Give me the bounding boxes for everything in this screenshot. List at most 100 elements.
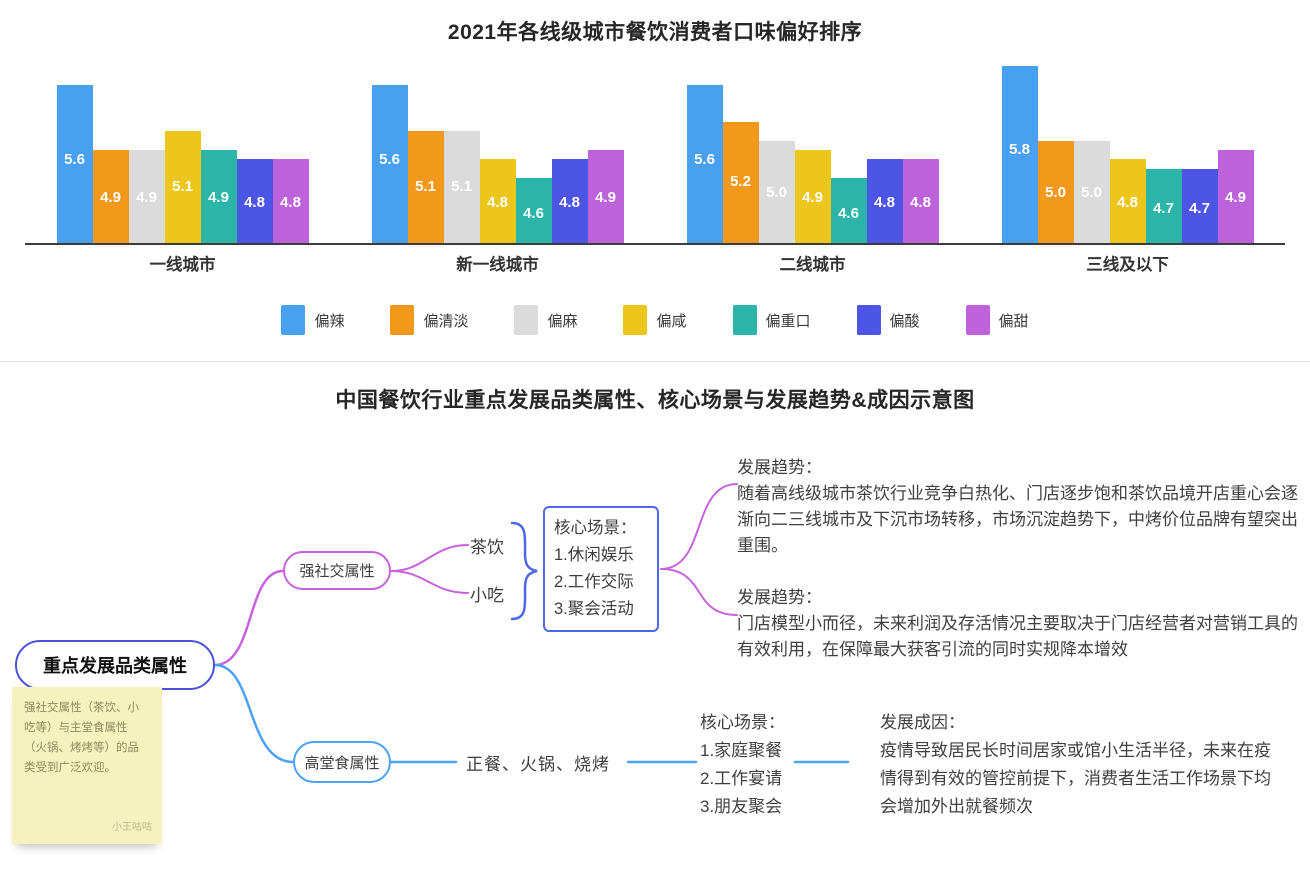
category-label-新一线城市: 新一线城市 [456,256,539,274]
bar-偏重口: 4.9 [200,150,237,243]
bar-偏辣: 5.6 [686,84,723,243]
bar-偏麻: 5.0 [758,140,795,243]
bar-value-label: 5.8 [1009,140,1030,158]
core-scenes-box-title: 核心场景： [554,519,637,537]
trend-block-1-body: 随着高线级城市茶饮行业竞争白热化、门店逐步饱和茶饮品境开店重心会逐渐向二三线城市… [737,484,1298,555]
leaf-tea-drinks: 茶饮 [470,538,504,557]
chart-title: 2021年各线级城市餐饮消费者口味偏好排序 [447,21,863,44]
dining-core-scenes-title: 核心场景： [700,713,785,732]
chart-plot-area: 5.6 4.9 4.9 5.1 4.9 4.8 4.8 5.6 5.1 5.1 4.8 4.6 4.8 4… [25,62,1285,245]
legend-item-偏辣: 偏辣 [281,305,344,335]
legend-label: 偏辣 [314,312,345,330]
bar-value-label: 4.6 [838,205,859,223]
legend-item-偏重口: 偏重口 [732,305,811,335]
chart-category-labels: 一线城市 新一线城市 二线城市 三线及以下 [25,251,1285,275]
bar-偏辣: 5.6 [371,84,408,243]
bar-value-label: 4.9 [208,189,229,207]
trend-block-2-heading: 发展趋势： [737,588,822,607]
bar-value-label: 4.9 [100,189,121,207]
bar-value-label: 5.6 [379,151,400,169]
bar-value-label: 5.1 [415,178,436,196]
bar-group-一线城市: 5.6 4.9 4.9 5.1 4.9 4.8 4.8 [56,84,309,243]
legend-item-偏酸: 偏酸 [856,305,920,335]
bar-偏酸: 4.8 [551,159,588,243]
bar-value-label: 4.8 [280,194,301,212]
bar-value-label: 4.6 [523,205,544,223]
legend-label: 偏重口 [765,312,811,330]
bar-偏麻: 5.1 [443,131,480,243]
bar-value-label: 5.0 [1081,183,1102,201]
legend-swatch [514,305,539,335]
category-label-二线城市: 二线城市 [779,256,846,274]
core-scenes-box: 核心场景： 1.休闲娱乐 2.工作交际 3.聚会活动 [543,506,659,632]
bar-偏重口: 4.6 [515,177,552,243]
section-divider [0,361,1310,362]
root-node: 重点发展品类属性 [15,640,215,690]
bar-偏酸: 4.8 [236,159,273,243]
bar-偏辣: 5.6 [56,84,93,243]
bar-偏咸: 4.9 [794,150,831,243]
node-dining-attribute: 高堂食属性 [293,741,391,783]
bar-偏酸: 4.7 [1181,168,1218,243]
taste-preference-chart: 2021年各线级城市餐饮消费者口味偏好排序 5.6 4.9 4.9 5.1 4.9 4.8… [0,16,1310,335]
bar-value-label: 4.8 [487,194,508,212]
cause-block-heading: 发展成因： [880,713,965,732]
bar-value-label: 4.8 [244,194,265,212]
legend-swatch [390,305,415,335]
bar-value-label: 4.8 [910,194,931,212]
trend-block-1-heading: 发展趋势： [737,458,822,477]
legend-item-偏清淡: 偏清淡 [390,305,468,335]
node-social-attribute: 强社交属性 [283,551,391,590]
trend-block-1: 发展趋势： 随着高线级城市茶饮行业竞争白热化、门店逐步饱和茶饮品境开店重心会逐渐… [737,455,1310,559]
bar-偏咸: 4.8 [479,159,516,243]
legend-label: 偏咸 [656,312,687,330]
scene-item: 2.工作宴请 [700,769,783,788]
legend-label: 偏酸 [889,312,920,330]
sticky-note: 强社交属性（茶饮、小吃等）与主堂食属性（火锅、烤烤等）的品类受到广泛欢迎。 小王… [12,687,162,844]
mindmap-diagram: 中国餐饮行业重点发展品类属性、核心场景与发展趋势&成因示意图 重点发展品类属性 … [0,362,1310,856]
diagram-title: 中国餐饮行业重点发展品类属性、核心场景与发展趋势&成因示意图 [335,389,975,412]
bar-group-二线城市: 5.6 5.2 5.0 4.9 4.6 4.8 4.8 [686,84,939,243]
bar-value-label: 5.6 [64,151,85,169]
bar-偏咸: 5.1 [164,131,201,243]
legend-swatch [965,305,990,335]
bar-value-label: 4.9 [136,189,157,207]
category-label-一线城市: 一线城市 [149,256,216,274]
legend-label: 偏麻 [547,312,578,330]
leaf-meal-hotpot-bbq: 正餐、火锅、烧烤 [466,755,610,774]
dining-core-scenes: 核心场景： 1.家庭聚餐 2.工作宴请 3.朋友聚会 [700,709,785,821]
sticky-note-text: 强社交属性（茶饮、小吃等）与主堂食属性（火锅、烤烤等）的品类受到广泛欢迎。 [24,702,139,775]
legend-item-偏甜: 偏甜 [965,305,1029,335]
bar-偏重口: 4.6 [830,177,867,243]
bar-偏清淡: 5.2 [722,122,759,243]
bar-group-三线及以下: 5.8 5.0 5.0 4.8 4.7 4.7 4.9 [1001,66,1254,243]
legend-label: 偏清淡 [423,312,469,330]
trend-block-2: 发展趋势： 门店模型小而径，未来利润及存活情况主要取决于门店经营者对营销工具的有… [737,585,1310,663]
bar-value-label: 5.0 [1045,183,1066,201]
bar-value-label: 4.9 [1225,189,1246,207]
bar-偏咸: 4.8 [1109,159,1146,243]
bar-偏麻: 4.9 [128,150,165,243]
mindmap-connectors [213,483,850,764]
bar-偏清淡: 4.9 [92,150,129,243]
bar-value-label: 5.6 [694,151,715,169]
cause-block-body: 疫情导致居民长时间居家或馆小生活半径，未来在疫情得到有效的管控前提下，消费者生活… [880,741,1271,816]
bar-偏清淡: 5.0 [1037,140,1074,243]
bar-value-label: 4.9 [595,189,616,207]
bar-偏麻: 5.0 [1073,140,1110,243]
bar-偏重口: 4.7 [1145,168,1182,243]
bar-value-label: 4.8 [559,194,580,212]
bar-value-label: 4.8 [874,194,895,212]
scene-item: 1.休闲娱乐 [554,546,634,564]
bar-value-label: 5.0 [766,183,787,201]
note-signature: 小王咕咕 [112,821,152,833]
bar-value-label: 5.2 [730,172,751,190]
bar-偏甜: 4.8 [902,159,939,243]
bar-value-label: 4.8 [1117,194,1138,212]
bar-value-label: 4.7 [1153,199,1174,217]
bar-偏清淡: 5.1 [407,131,444,243]
legend-swatch [281,305,306,335]
bar-偏甜: 4.8 [272,159,309,243]
leaf-snacks: 小吃 [470,586,504,605]
core-scenes-box-items: 1.休闲娱乐 2.工作交际 3.聚会活动 [554,542,648,623]
